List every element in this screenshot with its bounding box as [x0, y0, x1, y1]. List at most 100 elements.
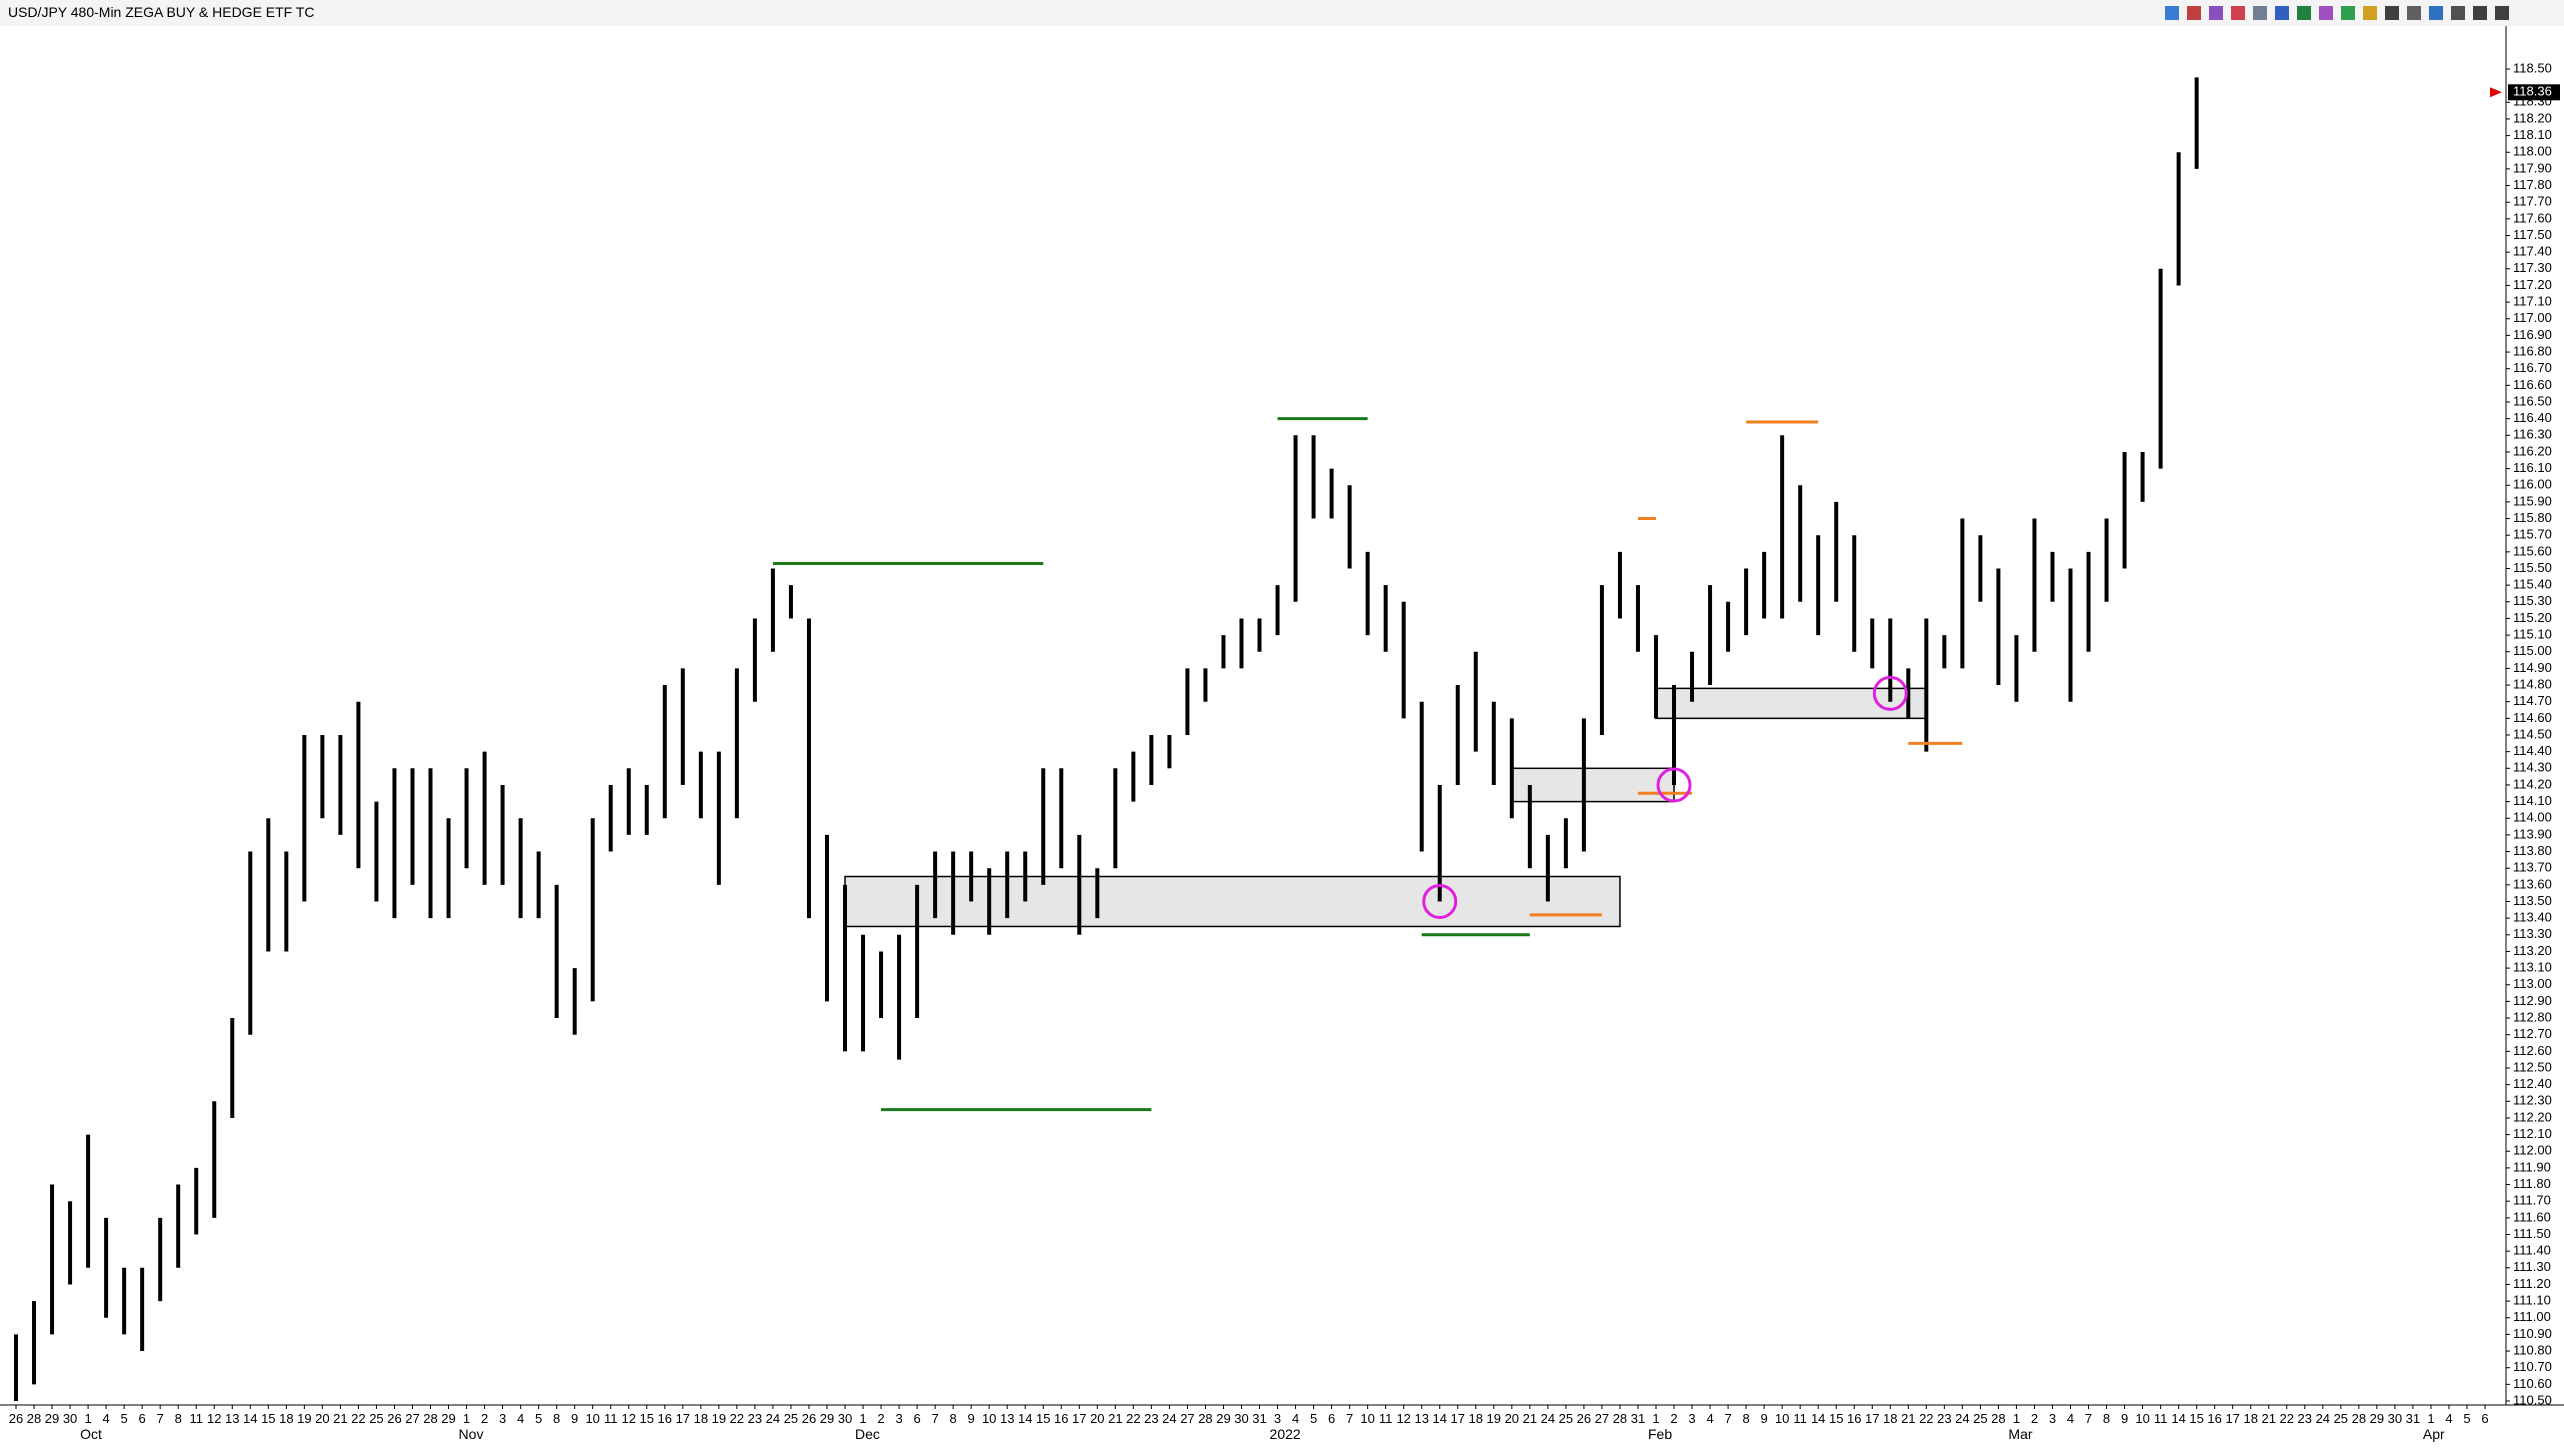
y-tick-label: 117.30 [2513, 260, 2552, 275]
zone [1511, 767, 1675, 803]
x-tick-label: 6 [139, 1411, 146, 1426]
x-tick-label: 1 [463, 1411, 470, 1426]
y-tick-label: 117.40 [2513, 244, 2552, 259]
highlight-circle [1872, 675, 1908, 711]
y-tick-label: 112.10 [2513, 1126, 2552, 1141]
x-tick-label: 17 [1865, 1411, 1879, 1426]
y-tick-label: 115.20 [2513, 610, 2552, 625]
tool-icon[interactable] [2385, 6, 2399, 20]
tool-icon[interactable] [2341, 6, 2355, 20]
y-tick-label: 112.20 [2513, 1109, 2552, 1124]
x-tick-label: 23 [748, 1411, 762, 1426]
tool-icon[interactable] [2297, 6, 2311, 20]
last-price-arrow [2490, 87, 2502, 98]
y-tick-label: 116.40 [2513, 410, 2552, 425]
x-tick-label: 1 [2013, 1411, 2020, 1426]
x-tick-label: 7 [157, 1411, 164, 1426]
tool-icon[interactable] [2473, 6, 2487, 20]
x-tick-label: 27 [1595, 1411, 1609, 1426]
x-tick-label: 17 [1072, 1411, 1086, 1426]
x-tick-label: 20 [315, 1411, 329, 1426]
x-tick-label: 5 [1310, 1411, 1317, 1426]
x-tick-label: 20 [1090, 1411, 1104, 1426]
x-tick-label: 16 [658, 1411, 672, 1426]
tool-icon[interactable] [2319, 6, 2333, 20]
tool-icon[interactable] [2209, 6, 2223, 20]
x-tick-label: 17 [1451, 1411, 1465, 1426]
x-tick-label: 1 [2427, 1411, 2434, 1426]
y-tick-label: 113.50 [2513, 893, 2552, 908]
y-tick-label: 115.30 [2513, 593, 2552, 608]
y-tick-label: 116.70 [2513, 360, 2552, 375]
tool-icon[interactable] [2451, 6, 2465, 20]
y-tick-label: 117.60 [2513, 210, 2552, 225]
x-tick-label: 3 [499, 1411, 506, 1426]
x-tick-label: 29 [441, 1411, 455, 1426]
tool-icon[interactable] [2363, 6, 2377, 20]
x-tick-label: 7 [1724, 1411, 1731, 1426]
x-tick-label: 6 [2481, 1411, 2488, 1426]
tool-icon[interactable] [2429, 6, 2443, 20]
x-tick-label: 12 [622, 1411, 636, 1426]
tool-icon[interactable] [2231, 6, 2245, 20]
tool-icon[interactable] [2275, 6, 2289, 20]
y-tick-label: 118.20 [2513, 110, 2552, 125]
x-tick-label: 22 [351, 1411, 365, 1426]
toolbar-icons [2165, 6, 2509, 20]
y-tick-label: 114.10 [2513, 793, 2552, 808]
x-tick-label: 16 [1847, 1411, 1861, 1426]
y-tick-label: 112.40 [2513, 1076, 2552, 1091]
y-tick-label: 113.30 [2513, 926, 2552, 941]
month-label: Feb [1648, 1426, 1672, 1442]
y-tick-label: 116.50 [2513, 393, 2552, 408]
x-tick-label: 28 [1198, 1411, 1212, 1426]
x-tick-label: 14 [243, 1411, 257, 1426]
x-tick-label: 29 [1216, 1411, 1230, 1426]
last-price-box [2508, 84, 2560, 101]
x-tick-label: 4 [102, 1411, 109, 1426]
y-tick-label: 115.40 [2513, 577, 2552, 592]
x-tick-label: 2 [1670, 1411, 1677, 1426]
x-tick-label: 21 [2262, 1411, 2276, 1426]
x-tick-label: 17 [2225, 1411, 2239, 1426]
x-tick-label: 31 [2406, 1411, 2420, 1426]
x-tick-label: 1 [84, 1411, 91, 1426]
x-tick-label: 28 [1613, 1411, 1627, 1426]
tool-icon[interactable] [2165, 6, 2179, 20]
highlight-circle [1422, 884, 1458, 919]
x-tick-label: 28 [423, 1411, 437, 1426]
x-tick-label: 9 [1761, 1411, 1768, 1426]
tool-icon[interactable] [2187, 6, 2201, 20]
y-tick-label: 112.70 [2513, 1026, 2552, 1041]
month-label: 2022 [1270, 1426, 1301, 1442]
x-tick-label: 16 [1054, 1411, 1068, 1426]
x-tick-label: 23 [2298, 1411, 2312, 1426]
x-tick-label: 28 [27, 1411, 41, 1426]
y-tick-label: 114.50 [2513, 726, 2552, 741]
tool-icon[interactable] [2407, 6, 2421, 20]
x-tick-label: 4 [2445, 1411, 2452, 1426]
month-label: Mar [2008, 1426, 2032, 1442]
x-tick-label: 2 [877, 1411, 884, 1426]
x-tick-label: 18 [694, 1411, 708, 1426]
y-tick-label: 117.50 [2513, 227, 2552, 242]
tool-icon[interactable] [2253, 6, 2267, 20]
x-tick-label: 24 [1162, 1411, 1176, 1426]
x-tick-label: 11 [1793, 1411, 1807, 1426]
x-tick-label: 9 [968, 1411, 975, 1426]
x-tick-label: 22 [730, 1411, 744, 1426]
y-tick-label: 111.40 [2513, 1243, 2551, 1258]
y-tick-label: 115.60 [2513, 543, 2552, 558]
y-tick-label: 110.80 [2513, 1342, 2552, 1357]
tool-icon[interactable] [2495, 6, 2509, 20]
x-tick-label: 29 [820, 1411, 834, 1426]
x-tick-label: 26 [387, 1411, 401, 1426]
x-tick-label: 15 [640, 1411, 654, 1426]
y-tick-label: 112.30 [2513, 1093, 2552, 1108]
y-tick-label: 114.00 [2513, 810, 2552, 825]
x-tick-label: 30 [2388, 1411, 2402, 1426]
x-tick-label: 24 [1541, 1411, 1555, 1426]
x-tick-label: 25 [784, 1411, 798, 1426]
x-tick-label: 11 [2154, 1411, 2168, 1426]
x-tick-label: 14 [1018, 1411, 1032, 1426]
